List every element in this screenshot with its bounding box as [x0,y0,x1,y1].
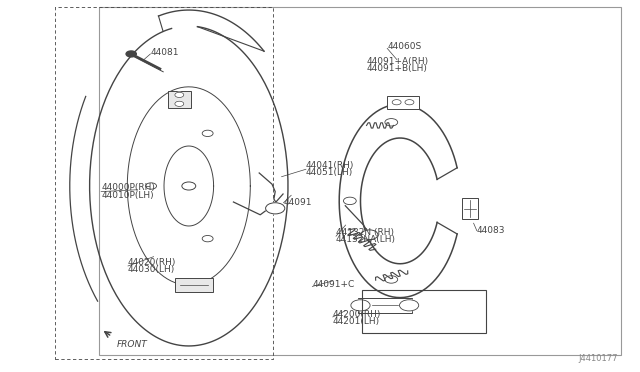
Text: 44132NA(LH): 44132NA(LH) [336,235,396,244]
Text: 44030(LH): 44030(LH) [128,265,175,274]
Text: J4410177: J4410177 [578,354,618,363]
Circle shape [175,92,184,97]
Circle shape [182,182,196,190]
Circle shape [399,300,419,311]
Circle shape [175,101,184,106]
Bar [175,278,213,292]
Text: 44020(RH): 44020(RH) [128,258,177,267]
Text: 44091+C: 44091+C [312,280,355,289]
Circle shape [385,119,397,126]
Bar [358,298,412,313]
Text: 44010P(LH): 44010P(LH) [101,191,154,200]
Text: 44201(LH): 44201(LH) [333,317,380,326]
Text: 44081: 44081 [150,48,179,57]
Circle shape [362,230,378,240]
Text: 44091+A(RH): 44091+A(RH) [366,57,428,66]
Text: 44091: 44091 [284,198,312,207]
Bar [99,7,621,355]
Circle shape [266,203,285,214]
Bar [462,198,477,219]
Text: 44083: 44083 [477,226,506,235]
Circle shape [202,235,213,242]
Bar [168,91,191,108]
Circle shape [126,51,136,57]
Text: FRONT: FRONT [117,340,148,349]
Text: 44000P(RH): 44000P(RH) [101,183,155,192]
Text: 44051(LH): 44051(LH) [306,169,353,177]
Circle shape [146,183,157,189]
Circle shape [202,130,213,137]
Bar [387,96,419,109]
Text: 44200(RH): 44200(RH) [333,310,381,319]
Circle shape [405,100,414,105]
Text: 44060S: 44060S [387,42,422,51]
Text: 44132N (RH): 44132N (RH) [336,228,394,237]
Text: 44091+B(LH): 44091+B(LH) [366,64,427,73]
Circle shape [385,276,397,283]
Text: 44041(RH): 44041(RH) [306,161,355,170]
Circle shape [392,100,401,105]
Bar [362,290,486,333]
Circle shape [351,300,370,311]
Circle shape [344,197,356,205]
